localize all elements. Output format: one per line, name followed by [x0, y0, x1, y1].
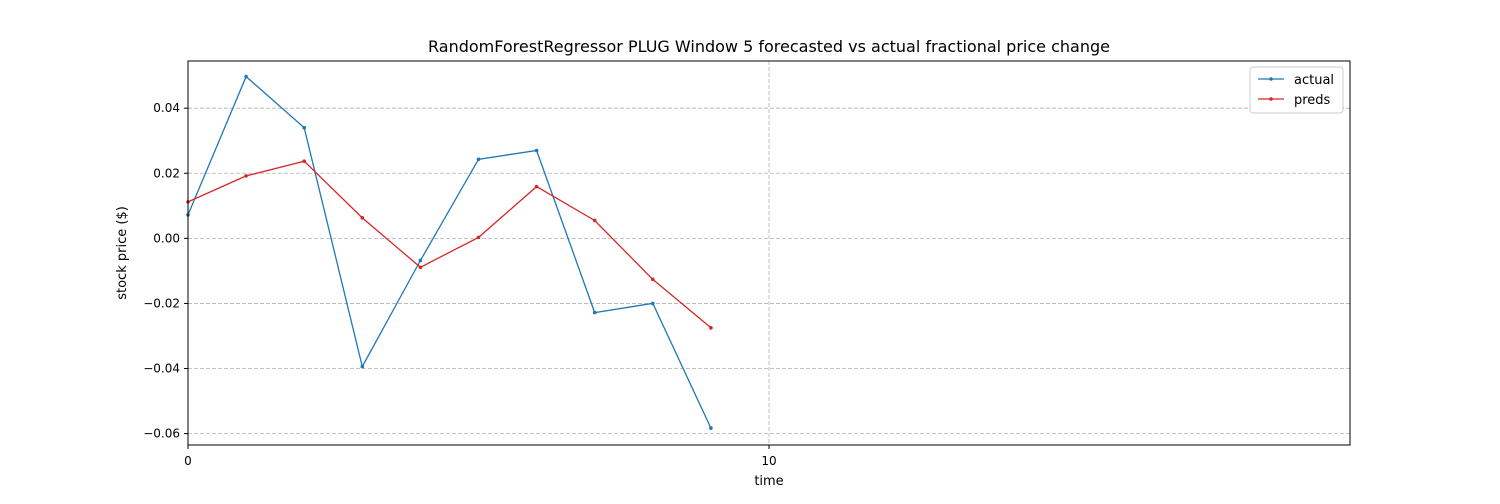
legend-label-preds: preds	[1294, 93, 1331, 108]
legend-marker-preds	[1269, 97, 1273, 101]
y-tick-label: 0.02	[153, 166, 180, 180]
ticks: −0.06 −0.04 −0.02 0.00 0.02 0.04 0 10	[143, 101, 776, 468]
data-point-actual	[534, 148, 539, 153]
y-tick-label: −0.04	[143, 362, 180, 376]
data-point-preds	[476, 235, 481, 240]
data-point-preds	[592, 218, 597, 223]
data-point-preds	[651, 277, 655, 282]
y-tick-label: −0.02	[143, 296, 180, 310]
y-tick-label: −0.06	[143, 427, 180, 441]
data-point-preds	[418, 265, 423, 270]
x-tick-label: 0	[184, 454, 192, 468]
y-tick-label: 0.04	[153, 101, 180, 115]
data-point-actual	[476, 157, 481, 162]
data-point-preds	[302, 159, 307, 164]
data-point-preds	[244, 174, 248, 178]
data-point-actual	[651, 301, 655, 306]
data-point-actual	[418, 258, 423, 263]
data-point-actual	[360, 364, 365, 369]
chart-title: RandomForestRegressor PLUG Window 5 fore…	[428, 37, 1110, 56]
x-tick-label: 10	[761, 454, 776, 468]
data-point-actual	[709, 426, 713, 430]
grid	[187, 61, 1350, 445]
data-point-preds	[534, 184, 539, 189]
series-line-actual	[187, 75, 712, 429]
x-axis-label: time	[754, 474, 783, 489]
legend-marker-actual	[1269, 77, 1273, 81]
data-point-preds	[360, 216, 365, 220]
data-point-actual	[592, 310, 597, 315]
y-tick-label: 0.00	[153, 231, 180, 245]
legend-label-actual: actual	[1294, 73, 1334, 88]
y-axis-label: stock price ($)	[115, 206, 130, 300]
series-layer	[186, 74, 713, 430]
legend: actual preds	[1249, 66, 1344, 114]
data-point-actual	[302, 125, 307, 130]
data-point-actual	[244, 74, 248, 79]
series-line-preds	[187, 160, 712, 329]
data-point-preds	[709, 326, 713, 330]
